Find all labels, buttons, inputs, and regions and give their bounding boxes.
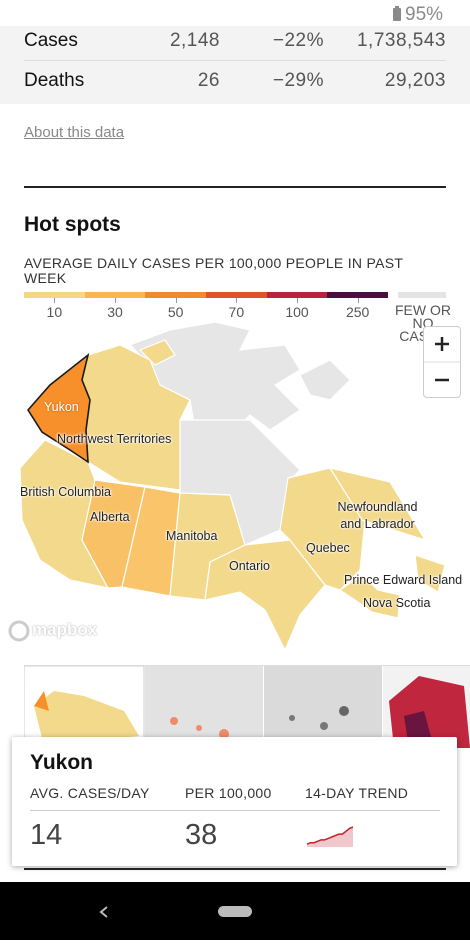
zoom-in[interactable]	[435, 337, 449, 351]
region-labrador	[328, 467, 427, 542]
trend-chart	[306, 826, 354, 847]
row-divider	[24, 60, 446, 61]
map-label: Northwest Territories	[57, 432, 172, 446]
trend-line	[306, 826, 354, 845]
mapbox-logo: mapbox	[32, 620, 98, 639]
map[interactable]: Yukon Northwest Territories British Colu…	[0, 318, 470, 662]
map-canvas	[19, 321, 446, 652]
legend-tick	[297, 298, 298, 303]
legend-tick	[236, 298, 238, 303]
map-label: Prince Edward Island	[344, 573, 463, 587]
section-rule	[24, 186, 446, 188]
thumbnail-strip	[23, 665, 470, 749]
map-label: Manitoba	[166, 529, 218, 543]
zoom-control	[423, 326, 461, 398]
stat-value: 2,148	[169, 30, 220, 51]
card-header: AVG. CASES/DAY	[30, 785, 150, 801]
legend-swatch	[398, 292, 446, 298]
home-button[interactable]	[218, 906, 252, 917]
thumbnail[interactable]	[145, 666, 263, 748]
legend-tick	[54, 298, 56, 303]
legend-tick-label: 70	[228, 304, 245, 320]
section-title: Hot spots	[24, 213, 121, 236]
detail-card: Yukon AVG. CASES/DAY PER 100,000 14-DAY …	[12, 737, 457, 866]
battery-icon	[393, 6, 401, 21]
stat-total: 29,203	[384, 70, 446, 91]
legend-tick-label: 250	[345, 304, 370, 320]
legend-swatch	[145, 292, 206, 298]
legend-swatch	[206, 292, 267, 298]
back-button[interactable]	[99, 906, 108, 918]
legend-tick	[175, 298, 177, 303]
zoom-icons	[424, 337, 460, 382]
nav-icons	[99, 906, 252, 918]
card-value: 14	[30, 819, 63, 851]
region-island	[299, 359, 351, 401]
mapbox-icon	[8, 620, 30, 642]
row-label: Cases	[24, 30, 78, 51]
legend-title: AVERAGE DAILY CASES PER 100,000 PEOPLE I…	[24, 255, 404, 286]
region-nwt	[138, 339, 176, 366]
status-bar: 95%	[0, 0, 470, 28]
map-label: Newfoundland and Labrador	[337, 500, 418, 531]
map-label: Yukon	[44, 400, 79, 414]
region-maritimes	[338, 574, 401, 619]
legend-swatch	[24, 292, 85, 298]
thumbnail[interactable]	[264, 666, 382, 748]
card-title: Yukon	[30, 751, 94, 774]
stat-change: −29%	[272, 70, 324, 91]
region-ontario	[204, 539, 326, 652]
legend-swatch	[266, 292, 328, 298]
region-yukon[interactable]	[27, 352, 91, 464]
stat-value: 26	[197, 70, 220, 91]
region-alberta	[81, 479, 146, 589]
map-label: Nova Scotia	[363, 596, 431, 610]
card-header: 14-DAY TREND	[305, 785, 409, 801]
card-header: PER 100,000	[185, 785, 272, 801]
stats-table: Cases 2,148 −22% 1,738,543 Deaths 26 −29…	[0, 26, 470, 104]
legend-swatch	[327, 292, 388, 298]
legend-tick-label: 30	[107, 304, 123, 320]
thumbnails	[23, 665, 470, 749]
about-link[interactable]: About this data	[24, 124, 125, 141]
card-divider	[30, 810, 440, 811]
map-label: British Columbia	[20, 485, 112, 499]
stat-total: 1,738,543	[356, 30, 446, 51]
row-label: Deaths	[24, 70, 85, 91]
legend-tick	[115, 298, 116, 303]
card-value: 38	[185, 819, 218, 851]
map-label: Ontario	[229, 559, 270, 573]
trend-area	[307, 827, 353, 847]
map-label: Quebec	[306, 541, 350, 555]
stat-change: −22%	[272, 30, 324, 51]
legend-tick-label: 10	[46, 304, 63, 320]
rule	[24, 868, 446, 870]
legend-tick	[357, 298, 359, 303]
battery-level: 95%	[405, 4, 444, 25]
map-label: Alberta	[90, 510, 130, 524]
legend-tick-label: 50	[167, 304, 184, 320]
legend-tick-label: 100	[285, 304, 309, 320]
legend-swatch	[84, 292, 146, 298]
nav-bar	[0, 882, 470, 940]
region-newfoundland	[414, 554, 446, 593]
